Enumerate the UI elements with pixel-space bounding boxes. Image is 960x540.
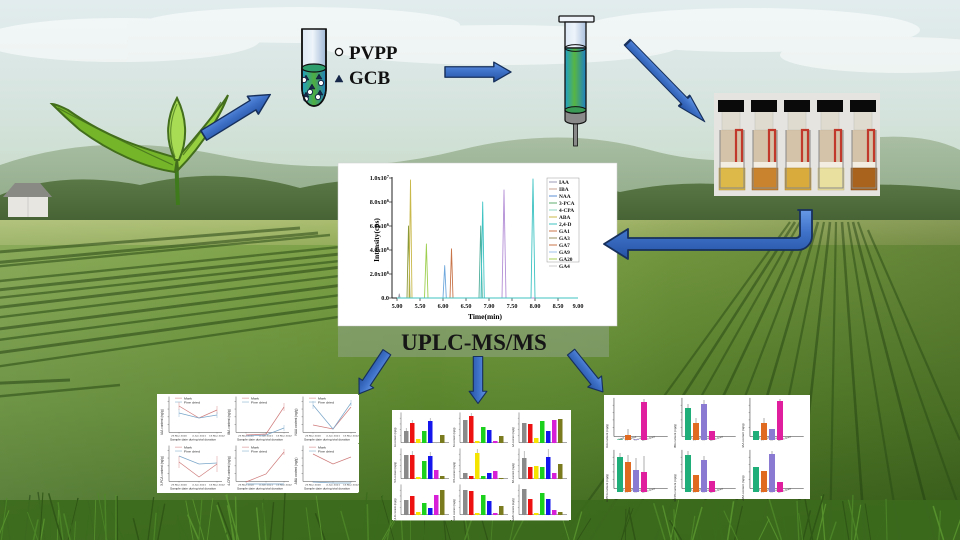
svg-text:5.50: 5.50	[415, 303, 426, 310]
svg-text:PVPP: PVPP	[349, 43, 398, 64]
svg-text:GCB: GCB	[349, 68, 391, 89]
svg-text:IAA content (ng/g): IAA content (ng/g)	[605, 424, 609, 448]
svg-text:5.00: 5.00	[392, 303, 403, 310]
svg-text:ABA content (ng/g): ABA content (ng/g)	[294, 458, 298, 485]
svg-text:7.50: 7.50	[507, 303, 518, 310]
svg-text:8.50: 8.50	[553, 303, 564, 310]
svg-text:GA9: GA9	[559, 250, 570, 256]
svg-text:6.00: 6.00	[438, 303, 449, 310]
svg-text:GA4: GA4	[559, 264, 570, 270]
svg-text:4-CPA content (ng/g): 4-CPA content (ng/g)	[452, 462, 456, 486]
svg-text:IAA: IAA	[559, 180, 569, 186]
svg-text:3-PCA content (ng/g): 3-PCA content (ng/g)	[160, 456, 164, 486]
svg-text:UPLC-MS/MS: UPLC-MS/MS	[401, 330, 547, 355]
svg-text:4-CPA content (ng/g): 4-CPA content (ng/g)	[673, 474, 677, 502]
svg-text:2,4-D content (ng/g): 2,4-D content (ng/g)	[393, 498, 397, 521]
svg-text:1.0x107: 1.0x107	[370, 174, 390, 183]
svg-text:NAA content (ng/g): NAA content (ng/g)	[511, 427, 515, 449]
svg-text:IBA content (ng/g): IBA content (ng/g)	[452, 427, 456, 448]
svg-text:6.50: 6.50	[461, 303, 472, 310]
svg-text:4-CPA content (ng/g): 4-CPA content (ng/g)	[227, 456, 231, 486]
svg-text:ABA content (ng/g): ABA content (ng/g)	[741, 475, 745, 500]
svg-text:3-PCA content (ng/g): 3-PCA content (ng/g)	[393, 462, 397, 486]
svg-text:GA1: GA1	[559, 229, 570, 235]
svg-text:ABA: ABA	[559, 215, 570, 221]
svg-text:GA1 content (ng/g): GA1 content (ng/g)	[452, 499, 456, 521]
svg-text:3-PCA: 3-PCA	[559, 201, 575, 207]
svg-text:4-CPA: 4-CPA	[559, 208, 574, 214]
svg-text:IAA content (ng/g): IAA content (ng/g)	[393, 427, 397, 448]
svg-text:3-PCA content (ng/g): 3-PCA content (ng/g)	[605, 474, 609, 502]
svg-text:Time(min): Time(min)	[468, 312, 503, 321]
svg-text:IBA content (ng/g): IBA content (ng/g)	[673, 424, 677, 448]
svg-text:GA7: GA7	[559, 243, 570, 249]
svg-text:IAA content (ng/g): IAA content (ng/g)	[160, 409, 164, 435]
svg-text:NAA content (ng/g): NAA content (ng/g)	[294, 409, 298, 436]
svg-text:GA20: GA20	[559, 257, 573, 263]
svg-text:IBA content (ng/g): IBA content (ng/g)	[227, 409, 231, 435]
svg-text:7.00: 7.00	[484, 303, 495, 310]
svg-text:IBA: IBA	[559, 187, 569, 193]
svg-text:NAA: NAA	[559, 194, 571, 200]
svg-text:0.0: 0.0	[381, 295, 389, 302]
svg-text:8.00: 8.00	[530, 303, 541, 310]
svg-text:ABA content (ng/g): ABA content (ng/g)	[511, 463, 515, 485]
svg-text:GA20 content (ng/g): GA20 content (ng/g)	[511, 498, 515, 521]
svg-text:NAA content (ng/g): NAA content (ng/g)	[741, 423, 745, 448]
svg-text:Intensity(cps): Intensity(cps)	[372, 218, 381, 262]
svg-text:2,4-D: 2,4-D	[559, 222, 572, 228]
svg-text:9.00: 9.00	[573, 303, 584, 310]
svg-text:8.0x106: 8.0x106	[370, 198, 390, 207]
svg-text:2.0x106: 2.0x106	[370, 270, 390, 279]
svg-text:GA3: GA3	[559, 236, 570, 242]
